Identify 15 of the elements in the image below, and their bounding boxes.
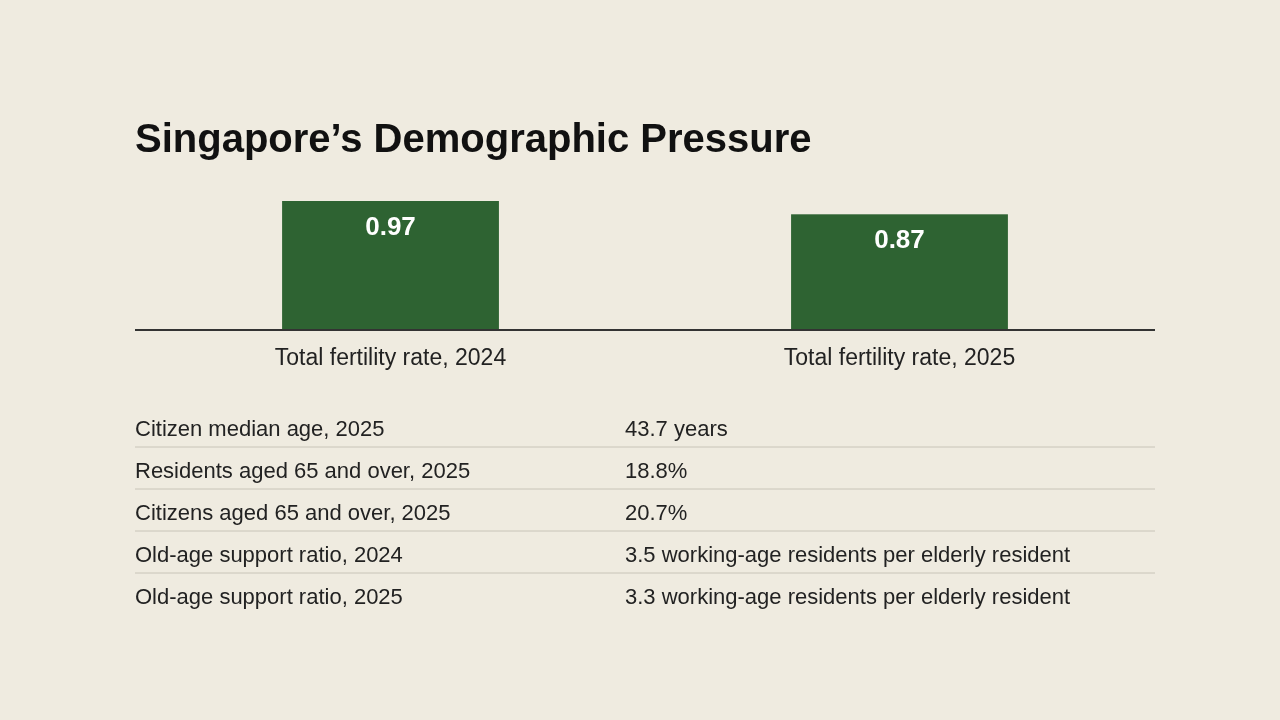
text: Citizens aged 65 and over, 2025 xyxy=(135,500,451,525)
text: 3.5 working-age residents per elderly resident xyxy=(625,542,1071,567)
text: Old-age support ratio, 2025 xyxy=(135,584,403,609)
x-tick-label: Total fertility rate, 2025 xyxy=(783,344,1016,370)
data-label: 0.87 xyxy=(874,224,925,255)
text: 43.7 years xyxy=(625,416,728,441)
text: Citizen median age, 2025 xyxy=(135,416,385,441)
text: Old-age support ratio, 2024 xyxy=(135,542,403,567)
data-label: 0.97 xyxy=(365,211,416,241)
text: Residents aged 65 and over, 2025 xyxy=(135,458,471,483)
text: 20.7% xyxy=(625,500,688,525)
text: 3.3 working-age residents per elderly resident xyxy=(625,584,1071,609)
x-tick-label: Total fertility rate, 2024 xyxy=(274,344,507,370)
chart-title: Singapore’s Demographic Pressure xyxy=(135,116,812,160)
text: 18.8% xyxy=(625,458,688,483)
